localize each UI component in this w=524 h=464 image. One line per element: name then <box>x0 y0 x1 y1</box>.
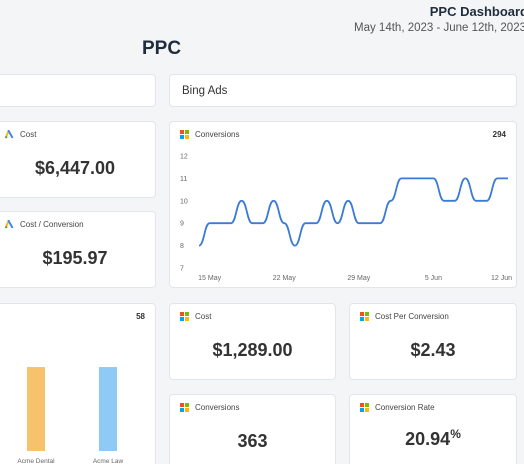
bar-chart-total: 58 <box>136 312 145 321</box>
bar-0 <box>27 367 45 451</box>
bing-cost-card: Cost $1,289.00 <box>169 303 336 380</box>
google-cost-card: Cost $6,447.00 <box>0 121 156 198</box>
bing-conversion-rate-label: Conversion Rate <box>375 403 435 412</box>
google-ads-icon <box>5 220 14 229</box>
google-cost-value: $6,447.00 <box>34 158 116 178</box>
bing-cost-per-conversion-card: Cost Per Conversion $2.43 <box>349 303 517 380</box>
microsoft-icon <box>360 403 369 412</box>
date-range[interactable]: May 14th, 2023 - June 12th, 2023 <box>354 22 524 34</box>
bing-conversion-rate-number: 20.94 <box>405 429 451 449</box>
bing-cost-per-conversion-value: $2.43 <box>410 340 456 360</box>
conversions-chart-total: 294 <box>492 130 506 139</box>
x-tick-label-0: 15 May <box>198 275 221 282</box>
bar-category-label-0: Acme Dental <box>17 458 55 464</box>
bing-section-label: Bing Ads <box>182 85 228 97</box>
microsoft-icon <box>180 403 189 412</box>
y-tick-label-1: 8 <box>180 243 184 250</box>
conversions-series-line <box>198 177 508 247</box>
bar-chart: Acme Dental Acme Law <box>17 367 124 464</box>
y-tick-label-4: 11 <box>180 176 187 183</box>
bing-conversion-rate-value: 20.94% <box>350 427 516 450</box>
x-tick-label-3: 5 Jun <box>425 275 442 282</box>
google-cost-per-conversion-label: Cost / Conversion <box>20 220 84 229</box>
google-ads-icon <box>5 130 14 139</box>
bing-section-header: Bing Ads <box>169 74 517 107</box>
conversions-line-chart: 7 8 9 10 11 12 15 May 22 May 29 May 5 Jun 12 Jun <box>180 154 512 283</box>
bar-chart-card: 58 Acme Dental Acme Law <box>0 303 156 464</box>
y-tick-label-3: 10 <box>180 198 188 205</box>
dashboard-title: PPC Dashboard <box>429 4 524 19</box>
bing-conversions-label: Conversions <box>195 403 240 412</box>
microsoft-icon <box>360 312 369 321</box>
bing-conversions-card: Conversions 363 <box>169 394 336 464</box>
google-cost-label: Cost <box>20 130 37 139</box>
y-tick-label-2: 9 <box>180 221 184 228</box>
google-section-header <box>0 74 156 107</box>
google-cost-per-conversion-value: $195.97 <box>42 248 108 268</box>
bing-conversion-rate-unit: % <box>450 427 461 441</box>
conversions-chart-label: Conversions <box>195 130 240 139</box>
microsoft-icon <box>180 312 189 321</box>
conversions-chart-card: Conversions 294 7 8 9 10 11 12 15 May 22 May 29 … <box>169 121 517 288</box>
microsoft-icon <box>180 130 189 139</box>
y-tick-label-0: 7 <box>180 266 184 273</box>
bar-category-label-1: Acme Law <box>93 458 124 464</box>
y-tick-label-5: 12 <box>180 154 188 161</box>
bing-cost-value: $1,289.00 <box>212 340 293 360</box>
section-title: PPC <box>142 38 182 59</box>
bing-cost-label: Cost <box>195 312 212 321</box>
google-cost-per-conversion-card: Cost / Conversion $195.97 <box>0 211 156 288</box>
x-tick-label-2: 29 May <box>347 275 370 282</box>
bing-cost-per-conversion-label: Cost Per Conversion <box>375 312 449 321</box>
bar-1 <box>99 367 117 451</box>
bing-conversions-value: 363 <box>237 431 268 451</box>
bing-conversion-rate-card: Conversion Rate 20.94% <box>349 394 517 464</box>
x-tick-label-1: 22 May <box>273 275 296 282</box>
x-tick-label-4: 12 Jun <box>491 275 512 282</box>
